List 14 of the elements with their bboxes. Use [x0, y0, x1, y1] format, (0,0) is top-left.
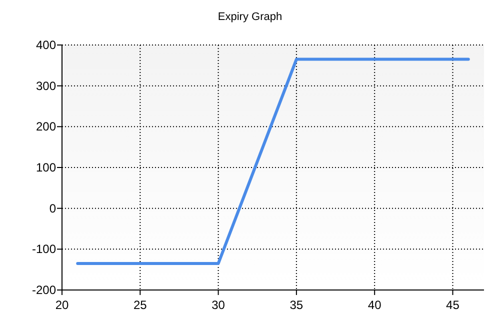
- y-tick-label: -200: [32, 283, 56, 297]
- x-tick-label: 30: [212, 298, 226, 312]
- y-tick-label: 100: [36, 160, 56, 174]
- y-tick-label: -100: [32, 242, 56, 256]
- x-tick-label: 40: [368, 298, 382, 312]
- y-tick-label: 200: [36, 120, 56, 134]
- x-tick-label: 35: [290, 298, 304, 312]
- y-tick-label: 300: [36, 78, 56, 93]
- x-tick-label: 20: [55, 298, 69, 312]
- x-tick-label: 45: [446, 298, 460, 312]
- chart-title: Expiry Graph: [218, 11, 282, 23]
- y-tick-label: 0: [49, 201, 56, 216]
- y-tick-label: 400: [36, 38, 56, 52]
- x-tick-label: 25: [133, 298, 148, 312]
